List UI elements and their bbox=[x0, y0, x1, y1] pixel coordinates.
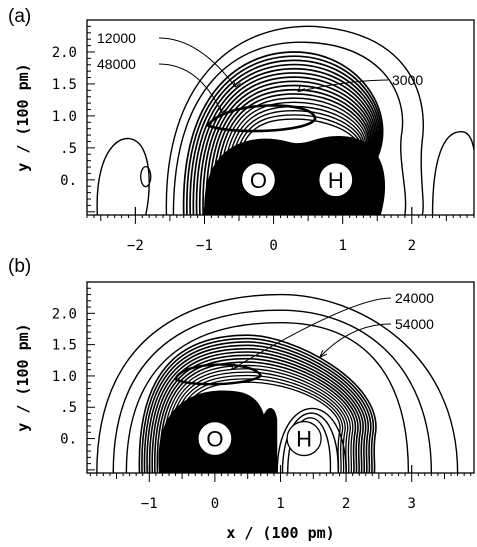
panel-b-annotations: 24000 54000 bbox=[230, 290, 434, 371]
leader-line bbox=[158, 37, 236, 88]
y-tick-label: 1.0 bbox=[52, 109, 77, 125]
y-tick-label: 2.0 bbox=[52, 45, 77, 61]
y-tick-label: 0. bbox=[60, 173, 77, 189]
contour-line bbox=[112, 309, 433, 473]
contour-line bbox=[96, 137, 150, 215]
contour-line bbox=[154, 354, 362, 473]
contour-line bbox=[174, 363, 263, 386]
contour-value-label: 24000 bbox=[395, 290, 434, 306]
atom-circle bbox=[318, 162, 354, 198]
atom-circle bbox=[286, 420, 322, 457]
y-tick-label: 1.5 bbox=[52, 77, 77, 93]
panel-a-label: (a) bbox=[8, 6, 31, 27]
x-tick-label: 2 bbox=[408, 238, 416, 254]
contour-line bbox=[431, 131, 474, 215]
contour-line bbox=[164, 368, 351, 473]
panel-b-tick-labels: −1 0 1 2 3 0. .5 1.0 1.5 2.0 bbox=[52, 306, 416, 512]
dense-core bbox=[204, 136, 386, 215]
contour-value-label: 48000 bbox=[97, 56, 136, 72]
contour-line bbox=[165, 25, 424, 215]
x-tick-label: 0 bbox=[269, 238, 277, 254]
contour-line bbox=[159, 361, 357, 473]
contour-line bbox=[281, 412, 339, 473]
contour-line bbox=[169, 374, 346, 473]
panel-b-xlabel: x / (100 pm) bbox=[226, 524, 334, 542]
atom-label: H bbox=[296, 427, 312, 452]
atom-circle bbox=[240, 162, 277, 198]
contour-line bbox=[166, 371, 349, 473]
contour-value-label: 54000 bbox=[395, 316, 434, 332]
x-tick-label: 3 bbox=[407, 496, 415, 512]
x-tick-label: 1 bbox=[276, 496, 284, 512]
contour-line bbox=[151, 351, 364, 473]
contour-line bbox=[96, 293, 459, 473]
x-tick-label: −2 bbox=[127, 238, 144, 254]
leader-line bbox=[231, 297, 392, 371]
x-tick-label: 0 bbox=[211, 496, 219, 512]
atom-circle bbox=[197, 420, 233, 457]
contour-line bbox=[161, 364, 354, 473]
x-tick-label: 1 bbox=[338, 238, 346, 254]
atom-label: H bbox=[328, 168, 344, 193]
atom-label: O bbox=[250, 168, 267, 193]
panel-b-ylabel: y / (100 pm) bbox=[14, 323, 32, 431]
contour-line bbox=[143, 341, 372, 473]
panel-b-ticks bbox=[87, 281, 472, 482]
y-tick-label: 1.5 bbox=[52, 338, 77, 354]
contour-line bbox=[205, 104, 317, 133]
contour-value-label: 3000 bbox=[392, 72, 423, 88]
panel-a-ylabel: y / (100 pm) bbox=[14, 63, 32, 171]
y-tick-label: .5 bbox=[60, 400, 77, 416]
panel-a-tick-labels: −2 −1 0 1 2 0. .5 1.0 1.5 2.0 bbox=[52, 45, 416, 254]
contour-line bbox=[172, 41, 407, 215]
contour-line bbox=[140, 165, 152, 188]
atom-label: O bbox=[206, 427, 223, 452]
contour-value-label: 12000 bbox=[97, 30, 136, 46]
leader-arrowhead bbox=[297, 84, 305, 93]
y-tick-label: 1.0 bbox=[52, 369, 77, 385]
contour-line bbox=[276, 407, 347, 473]
leader-arrowhead bbox=[319, 349, 328, 358]
x-tick-label: 2 bbox=[342, 496, 350, 512]
contour-line bbox=[141, 337, 374, 473]
panel-b-label: (b) bbox=[8, 256, 31, 277]
contour-line bbox=[148, 347, 367, 473]
leader-line bbox=[158, 63, 223, 113]
leader-line bbox=[319, 323, 392, 358]
leader-line bbox=[297, 79, 389, 93]
x-tick-label: −1 bbox=[196, 238, 213, 254]
y-tick-label: 2.0 bbox=[52, 306, 77, 322]
contour-line bbox=[138, 334, 377, 473]
y-tick-label: 0. bbox=[60, 432, 77, 448]
contour-line bbox=[287, 417, 332, 473]
panel-a-annotations: 12000 48000 3000 bbox=[97, 30, 423, 114]
leader-arrowhead bbox=[219, 105, 228, 114]
dense-core bbox=[262, 408, 278, 473]
leader-arrowhead bbox=[233, 79, 241, 88]
x-tick-label: −1 bbox=[141, 496, 158, 512]
contour-line bbox=[125, 322, 410, 473]
y-tick-label: .5 bbox=[60, 141, 77, 157]
leader-arrowhead bbox=[230, 362, 239, 371]
contour-line bbox=[156, 357, 359, 473]
contour-line bbox=[146, 344, 369, 473]
panel-a-ticks bbox=[86, 19, 475, 224]
